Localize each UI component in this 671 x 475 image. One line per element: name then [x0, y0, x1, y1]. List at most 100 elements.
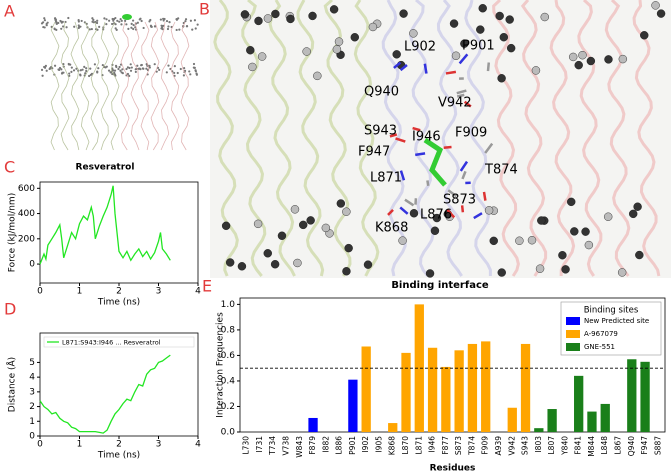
residue-label: Q940 — [364, 85, 399, 100]
lipid — [120, 19, 123, 22]
ion — [497, 268, 506, 277]
ion — [640, 31, 649, 40]
ion — [342, 207, 351, 216]
data-line — [39, 354, 171, 434]
ion — [460, 39, 469, 48]
lipid — [129, 63, 132, 66]
lipid — [178, 28, 181, 31]
ion — [581, 227, 590, 236]
x-tick-label: 3 — [156, 287, 162, 297]
lipid — [117, 67, 120, 71]
lipid — [68, 74, 71, 77]
lipid — [182, 74, 185, 77]
x-tick-label: W843 — [295, 436, 304, 458]
residue-label: S943 — [364, 124, 397, 139]
lipid — [70, 70, 73, 73]
x-tick-label: F909 — [481, 436, 490, 455]
ribbon — [464, 0, 492, 277]
ion — [344, 243, 353, 253]
lipid — [90, 27, 93, 31]
helix — [110, 21, 120, 151]
ion — [263, 14, 273, 23]
lipid — [91, 20, 94, 23]
lipid — [105, 23, 108, 26]
lipid — [175, 18, 178, 21]
x-axis-label: Time (ns) — [97, 298, 140, 308]
lipid — [148, 66, 151, 69]
bar — [467, 343, 478, 432]
helix — [60, 21, 70, 151]
stick — [456, 93, 465, 98]
ion — [495, 11, 504, 21]
lipid — [81, 68, 84, 71]
lipid — [158, 68, 161, 72]
panel-b-caption: Binding interface — [391, 280, 489, 291]
ion — [221, 221, 231, 231]
lipid — [189, 19, 192, 22]
ion — [271, 9, 280, 19]
lipid — [167, 25, 170, 28]
ion — [313, 71, 322, 81]
ion — [225, 258, 235, 267]
ion — [476, 25, 485, 34]
x-tick-label: 1 — [77, 440, 83, 450]
lipid — [40, 68, 44, 71]
ion — [321, 223, 331, 233]
lipid — [67, 62, 70, 66]
x-axis-label: Residues — [430, 464, 476, 474]
x-tick-label: T874 — [467, 436, 476, 456]
helix — [50, 21, 60, 151]
panel-label: E — [202, 277, 212, 296]
x-tick-label: I882 — [321, 436, 330, 453]
lipid — [116, 19, 119, 22]
x-tick-label: L886 — [335, 436, 344, 455]
legend-label: A-967079 — [584, 330, 618, 338]
lipid — [112, 19, 115, 22]
lipid — [160, 27, 163, 30]
lipid — [188, 70, 191, 73]
lipid — [194, 27, 197, 30]
lipid — [84, 72, 87, 75]
x-tick-label: S943 — [521, 436, 530, 455]
ion — [336, 199, 346, 208]
lipid — [140, 19, 143, 23]
lipid — [142, 26, 145, 30]
lipid — [45, 69, 48, 72]
lipid — [127, 27, 130, 30]
y-tick-label: 1 — [29, 417, 35, 427]
lipid — [175, 28, 178, 32]
lipid — [132, 19, 135, 22]
lipid — [83, 65, 86, 68]
lipid — [75, 67, 78, 70]
ion — [290, 205, 300, 214]
residue-label: I946 — [412, 130, 441, 145]
y-tick-label: 0.8 — [221, 325, 236, 335]
legend-swatch — [566, 317, 580, 325]
stick — [389, 133, 398, 138]
bar — [574, 375, 584, 432]
lipid — [73, 25, 76, 28]
ion — [263, 249, 272, 258]
residue-label: L902 — [404, 40, 436, 55]
ion — [629, 209, 638, 219]
y-tick-label: 0.0 — [221, 428, 236, 438]
ion — [240, 10, 250, 19]
stick — [387, 208, 394, 216]
x-tick-label: M844 — [587, 436, 596, 457]
lipid — [85, 67, 88, 70]
ribbon — [549, 0, 576, 277]
lipid — [111, 17, 114, 21]
bar — [414, 304, 424, 432]
x-tick-label: 4 — [195, 287, 201, 297]
lipid — [132, 27, 135, 31]
y-axis-label: Force (kJ/mol/nm) — [8, 193, 18, 272]
ribbon — [632, 0, 661, 277]
x-tick-label: I731 — [255, 436, 264, 453]
stick — [399, 206, 409, 215]
y-tick-label: 0.2 — [221, 402, 235, 412]
ion — [570, 227, 579, 236]
lipid — [129, 69, 133, 72]
lipid — [194, 70, 197, 73]
ion — [342, 267, 351, 276]
lipid — [43, 17, 46, 20]
